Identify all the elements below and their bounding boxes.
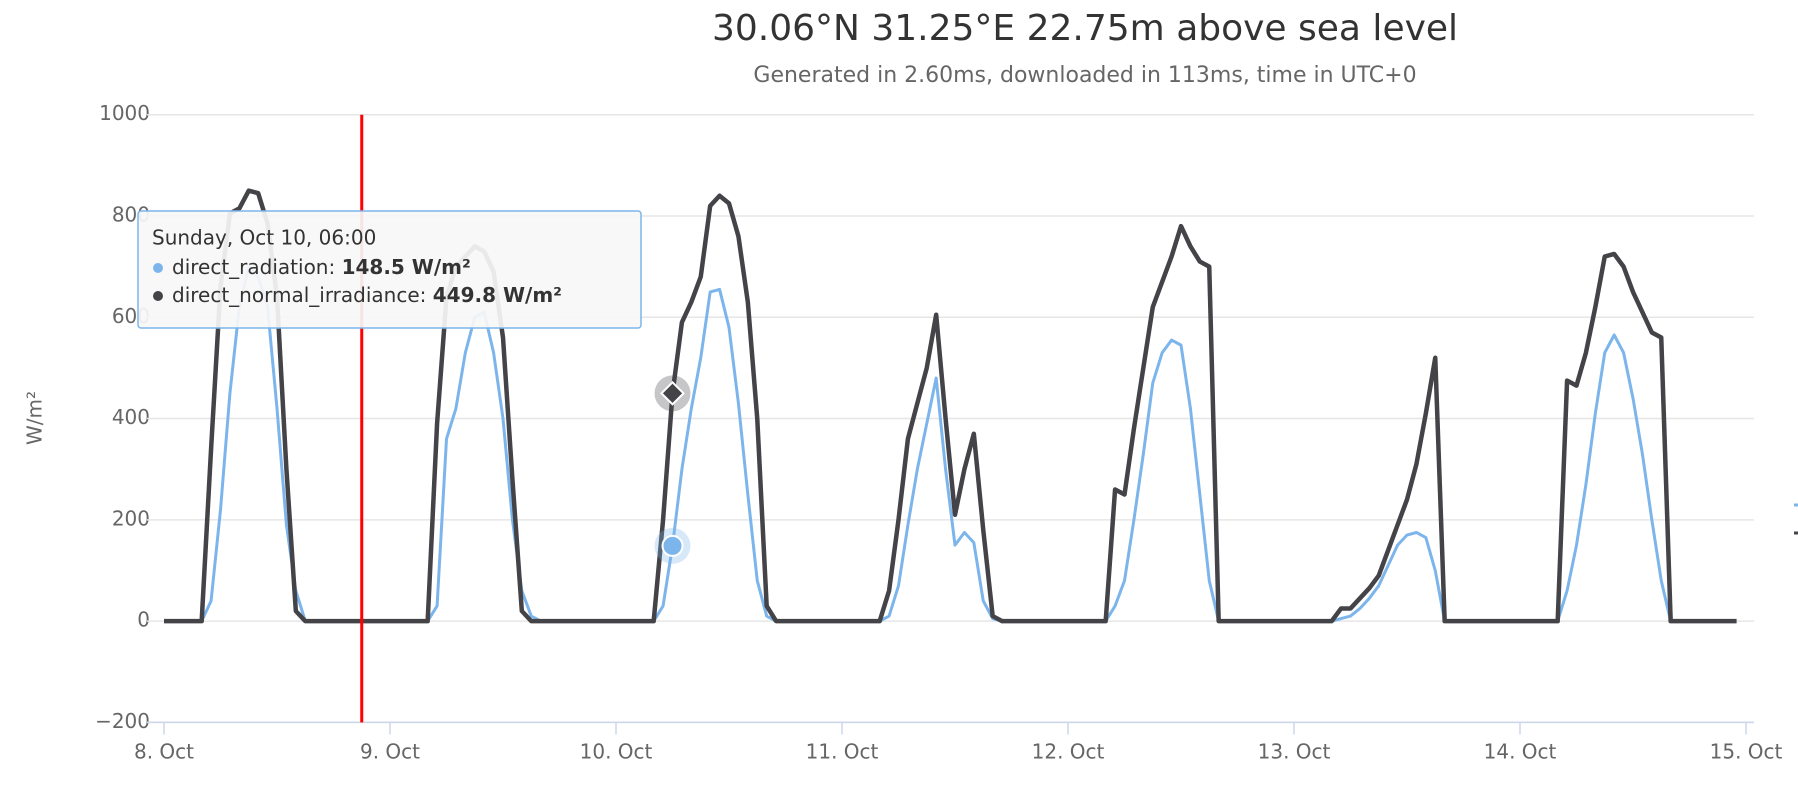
y-tick-label: 0 xyxy=(137,608,150,632)
tooltip-label: direct_normal_irradiance: xyxy=(172,283,433,307)
y-tick-label: 400 xyxy=(112,405,150,429)
tooltip-box xyxy=(137,210,642,329)
tooltip-value: 148.5 W/m² xyxy=(342,255,471,279)
series-line xyxy=(164,265,1737,623)
x-tick-label: 14. Oct xyxy=(1484,740,1557,764)
tooltip-label: direct_radiation: xyxy=(172,255,342,279)
hover-point xyxy=(660,380,685,406)
chart-subtitle: Generated in 2.60ms, downloaded in 113ms… xyxy=(753,63,1416,88)
chart-title: 30.06°N 31.25°E 22.75m above sea level xyxy=(712,8,1458,49)
x-tick-label: 12. Oct xyxy=(1032,740,1105,764)
tooltip-bullet xyxy=(153,263,163,273)
tooltip-header: Sunday, Oct 10, 06:00 xyxy=(152,226,376,250)
tooltip-bullet xyxy=(153,291,163,301)
x-tick-label: 8. Oct xyxy=(134,740,194,764)
x-tick-label: 15. Oct xyxy=(1710,740,1783,764)
tooltip-row: direct_radiation: 148.5 W/m² xyxy=(172,255,471,279)
y-tick-label: 200 xyxy=(112,506,150,530)
y-tick-label: 1000 xyxy=(99,101,150,125)
y-axis-label: W/m² xyxy=(23,391,47,445)
x-tick-label: 10. Oct xyxy=(580,740,653,764)
x-tick-label: 11. Oct xyxy=(806,740,879,764)
hover-point xyxy=(661,534,684,557)
tooltip-value: 449.8 W/m² xyxy=(433,283,562,307)
tooltip-row: direct_normal_irradiance: 449.8 W/m² xyxy=(172,283,562,307)
x-tick-label: 9. Oct xyxy=(360,740,420,764)
tooltip: Sunday, Oct 10, 06:00 direct_radiation: 1… xyxy=(137,210,642,329)
y-tick-label: −200 xyxy=(95,709,150,733)
x-tick-label: 13. Oct xyxy=(1258,740,1331,764)
